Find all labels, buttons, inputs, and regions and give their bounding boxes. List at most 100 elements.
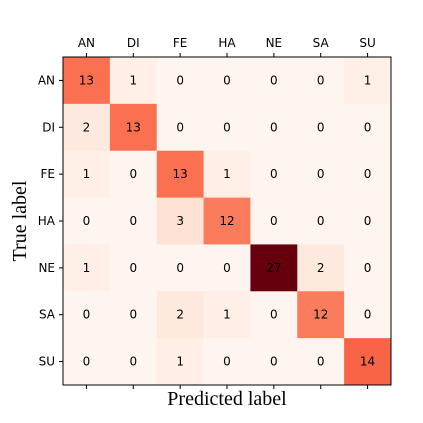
cell-value-label: 0 <box>129 261 137 275</box>
x-tick-label: SU <box>359 36 375 50</box>
cell-value-label: 13 <box>126 120 141 134</box>
x-tick-label: DI <box>127 36 140 50</box>
cell-value-label: 0 <box>129 214 137 228</box>
heatmap-cell <box>63 338 111 386</box>
cell-value-label: 0 <box>176 261 184 275</box>
cell-value-label: 1 <box>223 308 231 322</box>
heatmap-cell <box>344 197 392 245</box>
heatmap-cell <box>63 244 111 292</box>
cell-value-label: 0 <box>83 308 91 322</box>
cell-value-label: 1 <box>176 355 184 369</box>
heatmap-cell <box>297 57 345 105</box>
heatmap-cell <box>203 338 251 386</box>
cell-value-label: 0 <box>223 120 231 134</box>
y-tick-label: NE <box>38 261 55 275</box>
heatmap-cell <box>250 291 298 339</box>
heatmap-cell <box>156 244 205 292</box>
x-tick-label: FE <box>173 36 187 50</box>
heatmap-cell <box>203 244 251 292</box>
heatmap-cell <box>63 197 111 245</box>
heatmap-cell <box>156 197 205 245</box>
cell-value-label: 0 <box>83 355 91 369</box>
heatmap-cell <box>63 57 111 105</box>
heatmap-cell <box>63 291 111 339</box>
heatmap-cell <box>203 57 251 105</box>
y-tick-label: SU <box>39 355 55 369</box>
heatmap-cell <box>156 57 205 105</box>
cell-value-label: 0 <box>317 167 325 181</box>
heatmap-cell <box>250 103 298 152</box>
heatmap-cell <box>109 244 158 292</box>
cell-value-label: 2 <box>317 261 325 275</box>
cell-value-label: 0 <box>270 308 278 322</box>
heatmap-cell <box>344 244 392 292</box>
heatmap-cell <box>250 57 298 105</box>
y-tick-label: DI <box>42 120 55 134</box>
cell-value-label: 2 <box>176 308 184 322</box>
x-tick-label: HA <box>218 36 236 50</box>
cell-value-label: 0 <box>129 308 137 322</box>
y-tick-label: AN <box>38 73 55 87</box>
cell-value-label: 3 <box>176 214 184 228</box>
cell-value-label: 0 <box>223 73 231 87</box>
cell-value-label: 0 <box>270 355 278 369</box>
heatmap-cells <box>63 57 392 386</box>
heatmap-cell <box>109 291 158 339</box>
cell-value-label: 0 <box>83 214 91 228</box>
cell-value-label: 14 <box>360 355 375 369</box>
cell-value-label: 0 <box>270 167 278 181</box>
heatmap-cell <box>109 57 158 105</box>
x-axis-ticks: AN DI FE HA NE SA SU <box>78 36 376 389</box>
heatmap-cell <box>344 57 392 105</box>
cell-value-label: 0 <box>270 214 278 228</box>
y-tick-label: SA <box>39 308 56 322</box>
heatmap-cell <box>344 103 392 152</box>
cell-value-label: 0 <box>270 120 278 134</box>
heatmap-cell <box>297 244 345 292</box>
y-axis-label: True label <box>9 180 31 261</box>
heatmap-cell <box>297 103 345 152</box>
heatmap-cell <box>297 338 345 386</box>
cell-value-label: 1 <box>83 167 91 181</box>
heatmap-cell <box>203 197 251 245</box>
cell-value-label: 0 <box>270 73 278 87</box>
heatmap-cell <box>344 291 392 339</box>
cell-value-label: 0 <box>364 261 372 275</box>
cell-value-label: 1 <box>223 167 231 181</box>
heatmap-cell <box>109 150 158 199</box>
cell-value-label: 12 <box>219 214 234 228</box>
heatmap-cell <box>250 244 298 292</box>
cell-value-label: 0 <box>223 355 231 369</box>
cell-value-label: 0 <box>364 167 372 181</box>
heatmap-cell <box>250 197 298 245</box>
x-axis-label: Predicted label <box>167 388 287 410</box>
cell-value-label: 13 <box>173 167 188 181</box>
x-tick-label: NE <box>266 36 283 50</box>
cell-value-label: 0 <box>364 120 372 134</box>
y-axis-ticks: AN DI FE HA NE SA SU <box>38 73 63 369</box>
cell-value-label: 13 <box>79 73 94 87</box>
heatmap-cell <box>297 197 345 245</box>
cell-value-label: 2 <box>83 120 91 134</box>
heatmap-cell <box>297 150 345 199</box>
heatmap-cell <box>156 150 205 199</box>
cell-value-label: 0 <box>317 355 325 369</box>
heatmap-cell <box>203 103 251 152</box>
y-tick-label: FE <box>41 167 55 181</box>
cell-value-label: 1 <box>83 261 91 275</box>
cell-value-label: 1 <box>364 73 372 87</box>
y-tick-label: HA <box>38 214 56 228</box>
heatmap-cell <box>344 150 392 199</box>
heatmap-cell <box>344 338 392 386</box>
heatmap-cell <box>156 338 205 386</box>
cell-value-label: 0 <box>176 73 184 87</box>
heatmap-cell <box>109 338 158 386</box>
cell-value-label: 0 <box>364 214 372 228</box>
heatmap-cell <box>203 150 251 199</box>
cell-value-label: 0 <box>129 355 137 369</box>
x-tick-label: SA <box>313 36 330 50</box>
cell-value-label: 0 <box>129 167 137 181</box>
heatmap-cell <box>297 291 345 339</box>
